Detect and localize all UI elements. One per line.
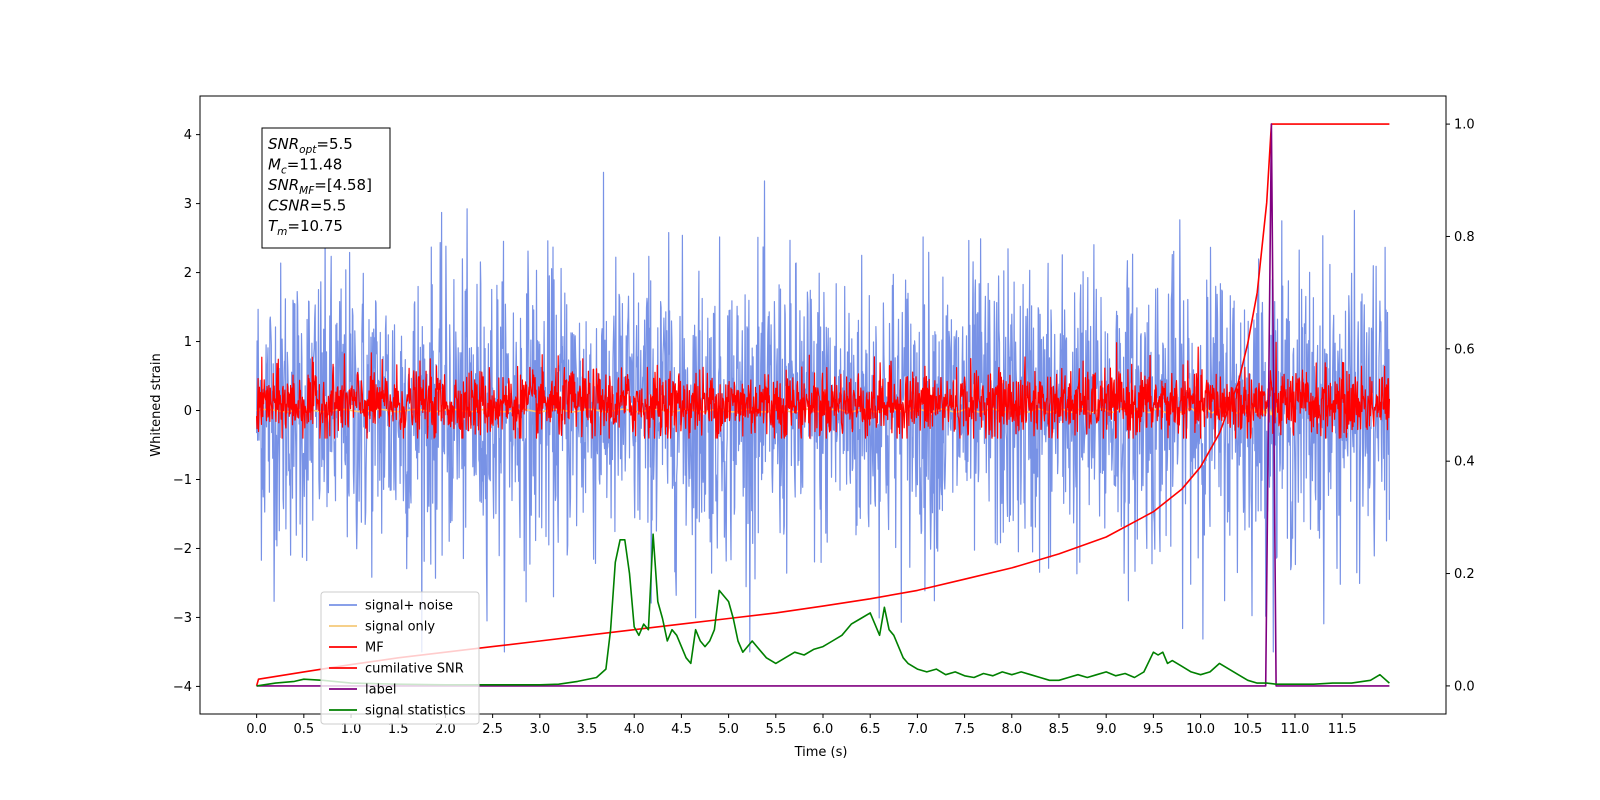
y2-tick-label: 0.8 (1454, 230, 1475, 245)
x-tick-label: 11.0 (1280, 722, 1309, 737)
x-tick-label: 3.0 (529, 722, 550, 737)
x-tick-label: 8.0 (1001, 722, 1022, 737)
x-tick-label: 8.5 (1049, 722, 1070, 737)
x-tick-label: 1.5 (388, 722, 409, 737)
legend: signal+ noise signal only MF cumilative SNR… (320, 591, 480, 725)
x-tick-label: 7.0 (907, 722, 928, 737)
y2-tick-label: 1.0 (1454, 118, 1475, 133)
y-tick-label: −2 (173, 542, 192, 557)
y2-tick-label: 0.0 (1454, 679, 1475, 694)
legend-label: label (365, 683, 396, 698)
legend-label: signal only (365, 620, 435, 635)
x-tick-label: 9.5 (1143, 722, 1164, 737)
annotation-line: Mc=11.48 (268, 156, 342, 177)
y-tick-label: 0 (184, 404, 192, 419)
y-axis-left: −4 −3 −2 −1 0 1 2 3 4 (173, 128, 200, 695)
y-tick-label: −3 (173, 611, 192, 626)
annotation-line: SNRopt=5.5 (268, 135, 353, 156)
x-tick-label: 1.0 (341, 722, 362, 737)
y-tick-label: −4 (173, 680, 192, 695)
series-line-0 (256, 171, 1390, 653)
y-tick-label: −1 (173, 473, 192, 488)
y-tick-label: 4 (184, 128, 192, 143)
x-tick-label: 5.5 (765, 722, 786, 737)
series-line-5 (256, 533, 1390, 687)
x-tick-label: 6.5 (860, 722, 881, 737)
x-tick-label: 3.5 (577, 722, 598, 737)
x-axis: 0.0 0.5 1.0 1.5 2.0 2.5 3.0 3.5 4.0 4.5 5.0 5.5 6.0 6… (246, 714, 1357, 737)
annotation-line: SNRMF=[4.58] (268, 176, 372, 197)
x-axis-label: Time (s) (794, 745, 848, 760)
series-line-2 (256, 341, 1390, 439)
x-tick-label: 4.5 (671, 722, 692, 737)
legend-label: signal+ noise (365, 599, 453, 614)
y2-tick-label: 0.4 (1454, 455, 1475, 470)
legend-label: signal statistics (365, 704, 466, 719)
y2-tick-label: 0.2 (1454, 567, 1475, 582)
x-tick-label: 4.0 (624, 722, 645, 737)
y2-tick-label: 0.6 (1454, 342, 1475, 357)
y-tick-label: 3 (184, 197, 192, 212)
y-tick-label: 1 (184, 335, 192, 350)
x-tick-label: 2.0 (435, 722, 456, 737)
annotation-line: CSNR=5.5 (268, 197, 346, 215)
series-line-4 (256, 123, 1390, 687)
x-tick-label: 10.0 (1186, 722, 1215, 737)
x-tick-label: 2.5 (482, 722, 503, 737)
annotation-frame (261, 127, 391, 249)
y-axis-right: 0.0 0.2 0.4 0.6 0.8 1.0 (1446, 118, 1475, 694)
x-tick-label: 11.5 (1328, 722, 1357, 737)
legend-label: MF (365, 641, 384, 656)
x-tick-label: 6.0 (813, 722, 834, 737)
legend-label: cumilative SNR (365, 662, 464, 677)
x-tick-label: 0.5 (293, 722, 314, 737)
annotation-line: Tm=10.75 (268, 217, 343, 238)
x-tick-label: 0.0 (246, 722, 267, 737)
x-tick-label: 5.0 (718, 722, 739, 737)
x-tick-label: 9.0 (1096, 722, 1117, 737)
x-tick-label: 10.5 (1233, 722, 1262, 737)
x-tick-label: 7.5 (954, 722, 975, 737)
y-axis-label: Whitened strain (149, 353, 164, 456)
y-tick-label: 2 (184, 266, 192, 281)
legend-frame (320, 591, 480, 725)
